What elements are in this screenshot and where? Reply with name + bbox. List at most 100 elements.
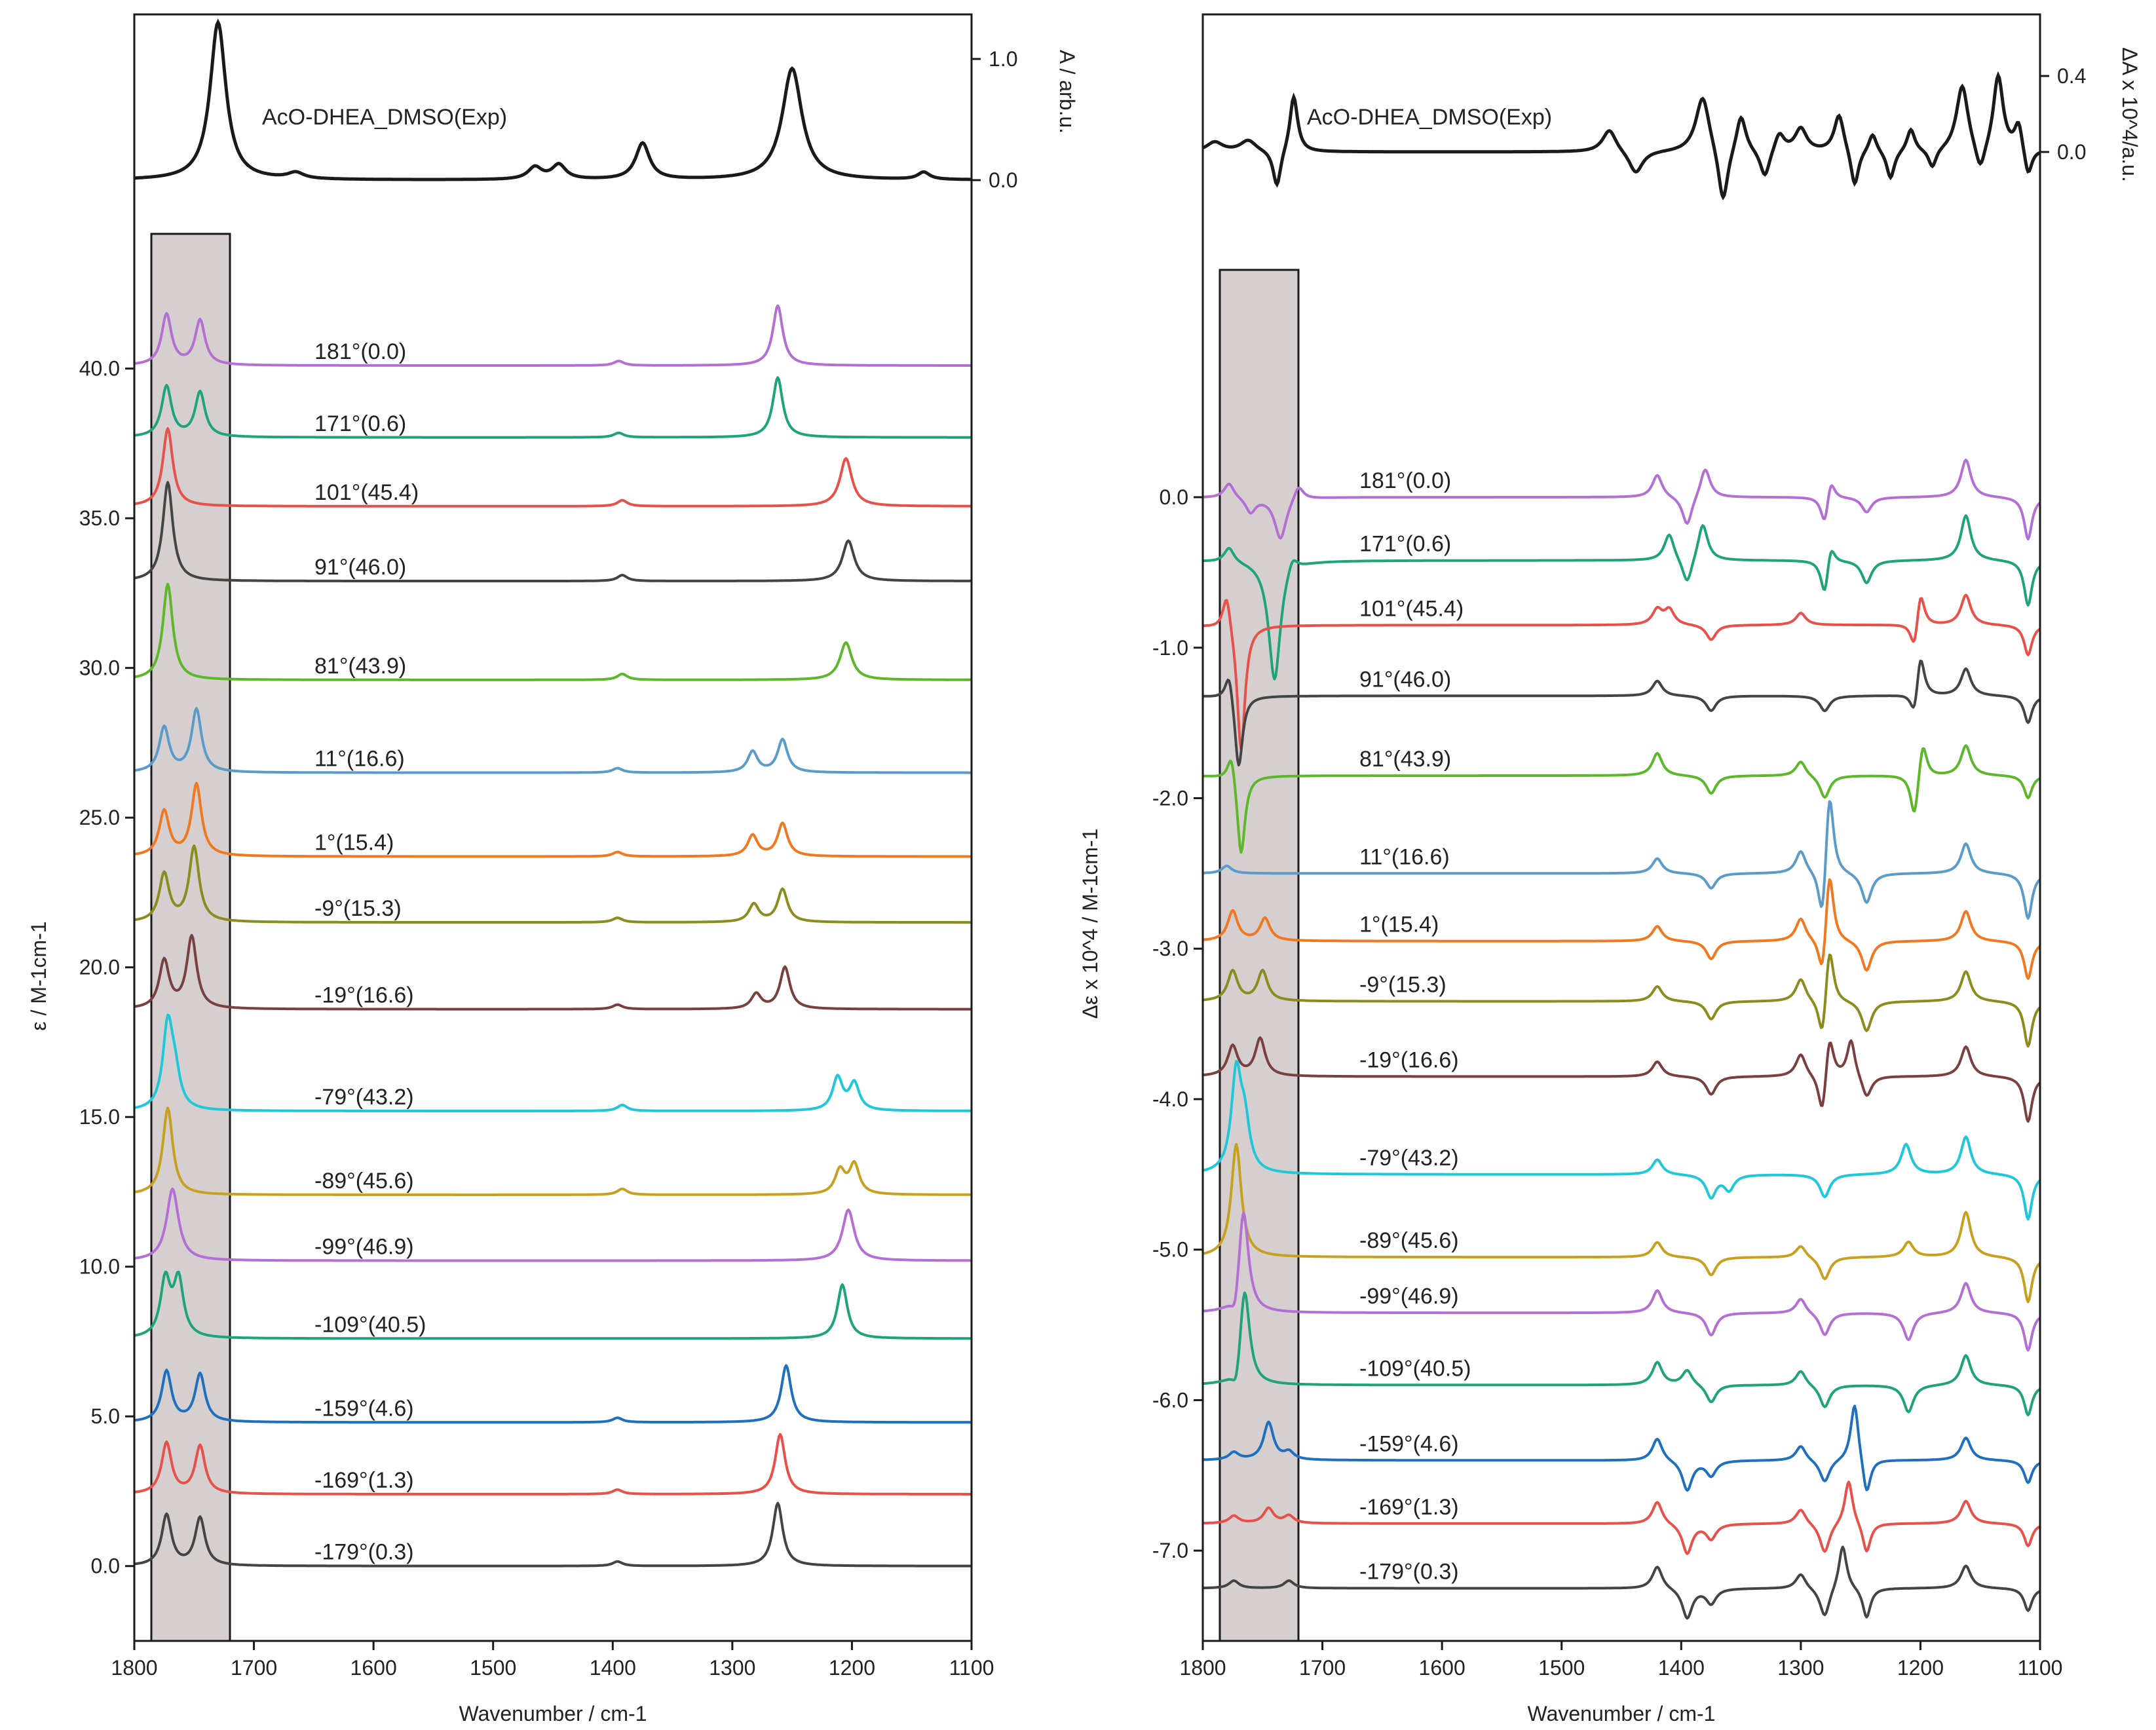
series-label-1: 181°(0.0)	[1359, 468, 1451, 493]
series-label-3: 101°(45.4)	[1359, 596, 1464, 621]
series-label-16: -179°(0.3)	[314, 1540, 414, 1565]
right-plot-frame	[1201, 13, 2041, 1642]
series-label-8: -9°(15.3)	[314, 896, 402, 921]
series-line-7	[1202, 878, 2041, 980]
series-line-9	[134, 933, 972, 1011]
series-line-15	[1202, 1480, 2041, 1555]
series-line-3	[1202, 593, 2041, 751]
series-line-5	[1202, 744, 2041, 854]
series-line-5	[134, 582, 972, 681]
series-label-1: 181°(0.0)	[314, 339, 406, 364]
series-line-12	[1202, 1211, 2041, 1352]
left-panel: 181°(0.0) 171°(0.6) 101°(45.4) 91°(46.0) 81°…	[27, 13, 1079, 1725]
series-line-10	[1202, 1060, 2041, 1221]
y-tick-label: 25.0	[79, 806, 120, 829]
x-tick-label: 1700	[1299, 1656, 1346, 1680]
right-y-axis-title: Δε x 10^4 / M-1cm-1	[1078, 829, 1102, 1019]
series-label-9: -19°(16.6)	[314, 983, 414, 1008]
y-tick-label: -4.0	[1152, 1087, 1188, 1111]
right-panel: 181°(0.0) 171°(0.6) 101°(45.4) 91°(46.0) 81°…	[1078, 13, 2142, 1725]
series-label-2: 171°(0.6)	[1359, 532, 1451, 557]
y-tick-label: 20.0	[79, 956, 120, 979]
right-exp-label: AcO-DHEA_DMSO(Exp)	[1307, 105, 1552, 130]
left-experimental	[134, 18, 972, 181]
y-tick-label: -7.0	[1152, 1539, 1188, 1562]
x-tick-label: 1300	[1777, 1656, 1824, 1680]
right-y2-axis-title: ΔA x 10^4/a.u.	[2118, 47, 2142, 181]
y2-tick-label: 0.0	[2057, 140, 2086, 164]
series-line-2	[134, 376, 972, 439]
series-line-13	[1202, 1291, 2041, 1417]
right-shaded-region	[1219, 269, 1300, 1642]
left-x-ticks: 1800 1700 1600 1500 1400 1300 1200 1100	[111, 1641, 994, 1680]
series-line-14	[134, 1364, 972, 1424]
series-label-11: -89°(45.6)	[314, 1169, 414, 1194]
series-label-15: -169°(1.3)	[314, 1468, 414, 1493]
y-tick-label: 30.0	[79, 656, 120, 680]
y-tick-label: 15.0	[79, 1105, 120, 1129]
right-experimental	[1201, 71, 2041, 201]
series-line-13	[134, 1270, 972, 1340]
left-plot-frame	[133, 13, 973, 1642]
series-line-11	[1202, 1142, 2041, 1304]
series-line-1	[1202, 459, 2041, 540]
right-y2-ticks: 0.0 0.4	[2040, 64, 2086, 164]
series-label-5: 81°(43.9)	[1359, 747, 1451, 772]
series-label-15: -169°(1.3)	[1359, 1495, 1459, 1520]
x-tick-label: 1300	[709, 1656, 755, 1680]
x-tick-label: 1500	[470, 1656, 516, 1680]
x-tick-label: 1700	[231, 1656, 277, 1680]
series-line-8	[1202, 953, 2041, 1048]
x-tick-label: 1100	[949, 1656, 994, 1680]
y2-tick-label: 1.0	[989, 47, 1017, 71]
series-label-8: -9°(15.3)	[1359, 973, 1447, 998]
experimental-line	[1201, 71, 2041, 201]
series-line-9	[1202, 1036, 2041, 1123]
series-line-16	[134, 1501, 972, 1568]
series-label-11: -89°(45.6)	[1359, 1228, 1459, 1253]
y-tick-label: -2.0	[1152, 786, 1188, 810]
y-tick-label: 35.0	[79, 506, 120, 530]
series-label-2: 171°(0.6)	[314, 411, 406, 436]
y-tick-label: 10.0	[79, 1255, 120, 1279]
series-label-9: -19°(16.6)	[1359, 1048, 1459, 1073]
y2-tick-label: 0.4	[2057, 64, 2086, 88]
series-label-5: 81°(43.9)	[314, 654, 406, 679]
series-label-6: 11°(16.6)	[314, 747, 405, 772]
x-tick-label: 1600	[1419, 1656, 1466, 1680]
series-line-6	[1202, 800, 2041, 920]
series-label-4: 91°(46.0)	[314, 555, 406, 580]
series-line-7	[134, 781, 972, 858]
y-tick-label: 0.0	[91, 1554, 120, 1578]
series-label-6: 11°(16.6)	[1359, 844, 1450, 869]
right-traces: 181°(0.0) 171°(0.6) 101°(45.4) 91°(46.0) 81°…	[1202, 459, 2041, 1620]
series-line-8	[134, 844, 972, 924]
y-tick-label: -6.0	[1152, 1388, 1188, 1412]
y-tick-label: 40.0	[79, 357, 120, 381]
y-tick-label: 5.0	[91, 1404, 120, 1428]
left-exp-label: AcO-DHEA_DMSO(Exp)	[262, 105, 507, 130]
series-label-14: -159°(4.6)	[314, 1396, 414, 1421]
x-tick-label: 1800	[111, 1656, 157, 1680]
x-tick-label: 1100	[2018, 1656, 2063, 1680]
series-label-7: 1°(15.4)	[1359, 912, 1439, 937]
series-line-6	[134, 707, 972, 774]
series-line-11	[134, 1106, 972, 1196]
series-label-4: 91°(46.0)	[1359, 667, 1451, 692]
y-tick-label: -1.0	[1152, 636, 1188, 660]
x-tick-label: 1500	[1538, 1656, 1585, 1680]
x-tick-label: 1800	[1179, 1656, 1226, 1680]
series-line-16	[1202, 1545, 2041, 1620]
y-tick-label: -5.0	[1152, 1238, 1188, 1262]
series-line-15	[134, 1433, 972, 1495]
x-tick-label: 1600	[350, 1656, 397, 1680]
series-line-10	[134, 1013, 972, 1112]
series-line-4	[134, 481, 972, 582]
left-y-axis-title: ε / M-1cm-1	[27, 921, 50, 1030]
series-line-3	[134, 427, 972, 508]
left-y2-axis-title: A / arb.u.	[1055, 50, 1079, 134]
series-line-12	[134, 1187, 972, 1262]
series-line-4	[1202, 660, 2041, 766]
left-traces: 181°(0.0) 171°(0.6) 101°(45.4) 91°(46.0) 81°…	[134, 304, 972, 1568]
